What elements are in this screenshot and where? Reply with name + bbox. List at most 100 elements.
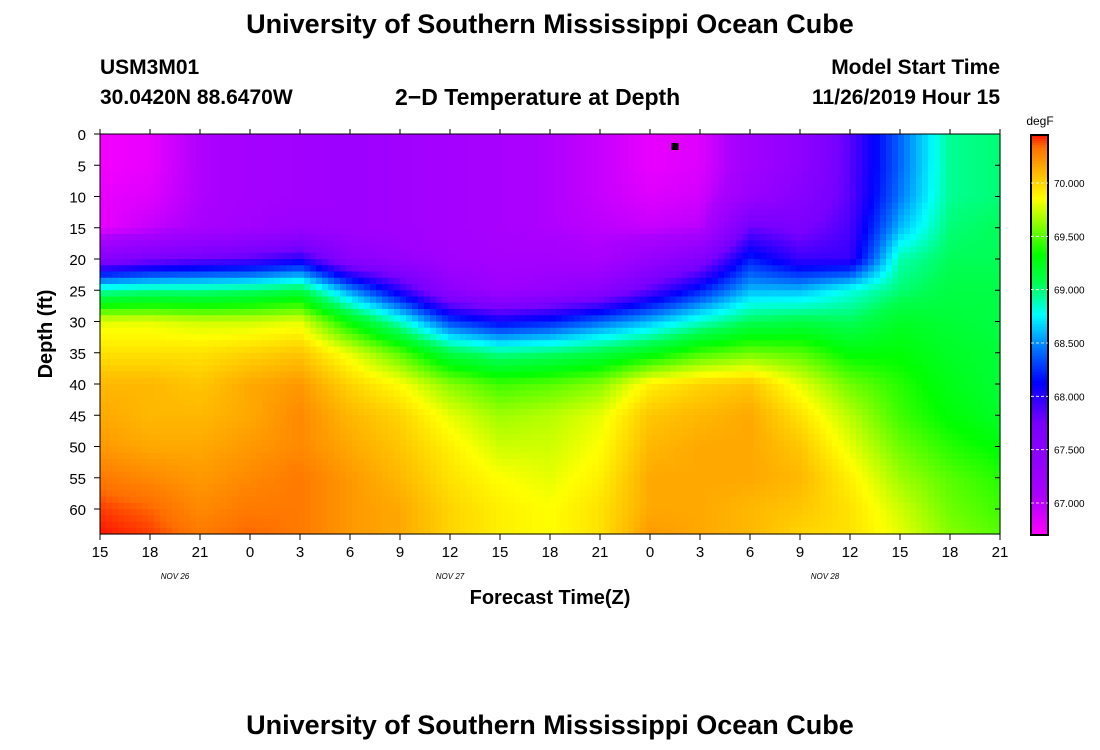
heatmap-cell <box>538 421 545 429</box>
heatmap-cell <box>154 215 161 223</box>
heatmap-cell <box>286 196 293 204</box>
heatmap-cell <box>220 396 227 404</box>
heatmap-cell <box>268 396 275 404</box>
heatmap-cell <box>430 371 437 379</box>
heatmap-cell <box>130 496 137 504</box>
heatmap-cell <box>208 490 215 498</box>
heatmap-cell <box>238 265 245 273</box>
heatmap-cell <box>130 309 137 316</box>
heatmap-cell <box>394 296 401 304</box>
heatmap-cell <box>532 434 539 441</box>
heatmap-cell <box>160 146 167 154</box>
heatmap-cell <box>370 259 377 266</box>
heatmap-cell <box>142 527 149 535</box>
heatmap-cell <box>244 234 251 241</box>
heatmap-cell <box>166 402 173 410</box>
heatmap-cell <box>106 502 113 510</box>
heatmap-cell <box>346 409 353 416</box>
heatmap-cell <box>322 240 329 248</box>
heatmap-cell <box>166 477 173 485</box>
heatmap-cell <box>460 196 467 204</box>
heatmap-cell <box>310 371 317 379</box>
heatmap-cell <box>106 246 113 254</box>
heatmap-cell <box>322 271 329 279</box>
heatmap-cell <box>298 202 305 210</box>
heatmap-cell <box>256 252 263 260</box>
heatmap-cell <box>304 296 311 304</box>
heatmap-cell <box>316 252 323 260</box>
heatmap-cell <box>262 365 269 373</box>
heatmap-cell <box>346 221 353 229</box>
heatmap-cell <box>418 209 425 216</box>
heatmap-cell <box>226 527 233 535</box>
heatmap-cell <box>292 490 299 498</box>
heatmap-cell <box>214 140 221 148</box>
heatmap-cell <box>292 265 299 273</box>
heatmap-cell <box>538 334 545 341</box>
heatmap-cell <box>268 177 275 185</box>
heatmap-cell <box>226 159 233 166</box>
heatmap-cell <box>502 321 509 329</box>
heatmap-cell <box>370 440 377 448</box>
heatmap-cell <box>448 465 455 473</box>
heatmap-cell <box>496 152 503 160</box>
heatmap-cell <box>106 384 113 391</box>
heatmap-cell <box>292 352 299 360</box>
heatmap-cell <box>292 240 299 248</box>
heatmap-cell <box>346 440 353 448</box>
heatmap-cell <box>484 427 491 435</box>
heatmap-cell <box>358 177 365 185</box>
heatmap-cell <box>238 346 245 354</box>
heatmap-cell <box>478 440 485 448</box>
heatmap-cell <box>160 334 167 341</box>
heatmap-cell <box>388 265 395 273</box>
heatmap-cell <box>160 290 167 298</box>
heatmap-cell <box>124 509 131 516</box>
heatmap-cell <box>424 302 431 310</box>
heatmap-cell <box>412 246 419 254</box>
heatmap-cell <box>166 434 173 441</box>
heatmap-cell <box>226 327 233 335</box>
heatmap-cell <box>418 140 425 148</box>
heatmap-cell <box>346 159 353 166</box>
heatmap-cell <box>430 221 437 229</box>
heatmap-cell <box>418 502 425 510</box>
heatmap-cell <box>448 152 455 160</box>
heatmap-cell <box>442 484 449 491</box>
heatmap-cell <box>238 202 245 210</box>
heatmap-cell <box>448 371 455 379</box>
heatmap-cell <box>322 434 329 441</box>
heatmap-cell <box>466 477 473 485</box>
heatmap-cell <box>472 327 479 335</box>
heatmap-cell <box>478 140 485 148</box>
heatmap-cell <box>502 240 509 248</box>
heatmap-cell <box>490 165 497 173</box>
heatmap-cell <box>232 352 239 360</box>
heatmap-cell <box>358 146 365 154</box>
heatmap-cell <box>346 384 353 391</box>
heatmap-cell <box>430 440 437 448</box>
heatmap-cell <box>454 140 461 148</box>
heatmap-cell <box>448 215 455 223</box>
heatmap-cell <box>196 334 203 341</box>
heatmap-cell <box>502 190 509 198</box>
heatmap-cell <box>430 409 437 416</box>
heatmap-cell <box>490 190 497 198</box>
heatmap-cell <box>562 515 569 523</box>
heatmap-cell <box>466 359 473 366</box>
heatmap-cell <box>196 471 203 479</box>
heatmap-cell <box>352 521 359 529</box>
heatmap-cell <box>226 446 233 454</box>
heatmap-cell <box>100 521 107 529</box>
heatmap-cell <box>262 352 269 360</box>
heatmap-cell <box>286 302 293 310</box>
heatmap-cell <box>298 277 305 285</box>
heatmap-cell <box>394 290 401 298</box>
heatmap-cell <box>346 477 353 485</box>
heatmap-cell <box>298 315 305 323</box>
heatmap-cell <box>256 271 263 279</box>
heatmap-cell <box>538 402 545 410</box>
heatmap-cell <box>274 234 281 241</box>
heatmap-cell <box>316 352 323 360</box>
heatmap-cell <box>100 152 107 160</box>
